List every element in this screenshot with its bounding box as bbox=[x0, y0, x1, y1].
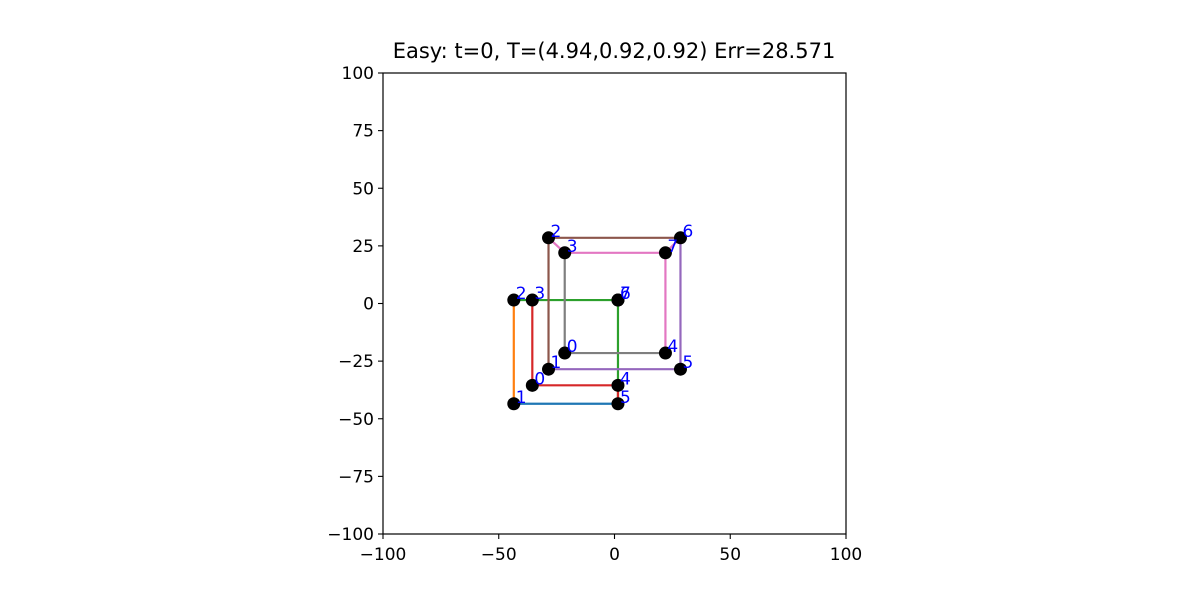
point-label-10: 2 bbox=[551, 222, 562, 242]
point-marker-10 bbox=[542, 231, 556, 245]
point-label-5: 5 bbox=[620, 388, 631, 408]
y-tick-label-8: 100 bbox=[342, 64, 374, 84]
y-tick-label-4: 0 bbox=[363, 295, 374, 315]
point-label-12: 4 bbox=[667, 337, 678, 357]
point-label-11: 3 bbox=[567, 237, 578, 257]
point-marker-15 bbox=[658, 246, 672, 260]
point-marker-8 bbox=[558, 346, 572, 360]
x-tick-label-1: −50 bbox=[481, 545, 517, 565]
y-tick-label-2: −50 bbox=[338, 410, 374, 430]
y-tick-label-3: −25 bbox=[338, 352, 374, 372]
point-marker-4 bbox=[611, 378, 625, 392]
point-marker-2 bbox=[507, 293, 521, 307]
point-label-15: 7 bbox=[667, 237, 678, 257]
point-marker-11 bbox=[558, 246, 572, 260]
y-tick-label-7: 75 bbox=[352, 122, 374, 142]
point-marker-3 bbox=[525, 293, 539, 307]
x-tick-label-2: 0 bbox=[609, 545, 620, 565]
point-marker-9 bbox=[542, 362, 556, 376]
x-axis: −100 −50 0 50 100 bbox=[360, 534, 862, 565]
point-label-3: 3 bbox=[534, 284, 545, 304]
y-tick-label-6: 50 bbox=[352, 179, 374, 199]
point-marker-1 bbox=[507, 397, 521, 411]
point-label-1: 1 bbox=[516, 388, 527, 408]
point-label-4: 4 bbox=[620, 369, 631, 389]
point-label-2: 2 bbox=[516, 284, 527, 304]
y-tick-label-0: −100 bbox=[327, 525, 374, 545]
point-marker-13 bbox=[673, 362, 687, 376]
y-tick-label-5: 25 bbox=[352, 237, 374, 257]
point-label-13: 5 bbox=[682, 353, 693, 373]
chart-title: Easy: t=0, T=(4.94,0.92,0.92) Err=28.571 bbox=[393, 39, 836, 63]
point-label-9: 1 bbox=[551, 353, 562, 373]
point-marker-7 bbox=[611, 293, 625, 307]
points-layer bbox=[507, 231, 687, 411]
x-tick-label-3: 50 bbox=[719, 545, 741, 565]
x-tick-label-4: 100 bbox=[830, 545, 862, 565]
y-axis: −100 −75 −50 −25 0 25 50 75 100 bbox=[327, 64, 383, 545]
point-marker-0 bbox=[525, 378, 539, 392]
point-label-6: 6 bbox=[620, 284, 631, 304]
point-label-0: 0 bbox=[534, 369, 545, 389]
point-label-7: 7 bbox=[620, 284, 631, 304]
x-tick-label-0: −100 bbox=[360, 545, 407, 565]
point-marker-12 bbox=[658, 346, 672, 360]
point-marker-5 bbox=[611, 397, 625, 411]
point-label-14: 6 bbox=[682, 222, 693, 242]
y-tick-label-1: −75 bbox=[338, 467, 374, 487]
point-marker-14 bbox=[673, 231, 687, 245]
point-label-8: 0 bbox=[567, 337, 578, 357]
